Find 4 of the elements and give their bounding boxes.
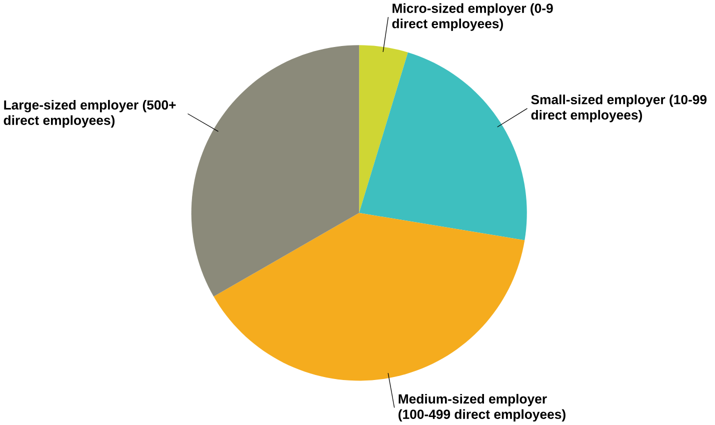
slice-label: Medium-sized employer (100-499 direct employees)	[398, 394, 566, 422]
slice-label: Large-sized employer (500+ direct employees)	[4, 100, 176, 128]
slice-label: Small-sized employer (10-99 direct employees)	[531, 94, 707, 122]
slice-label: Micro-sized employer (0-9 direct employees)	[392, 3, 553, 31]
